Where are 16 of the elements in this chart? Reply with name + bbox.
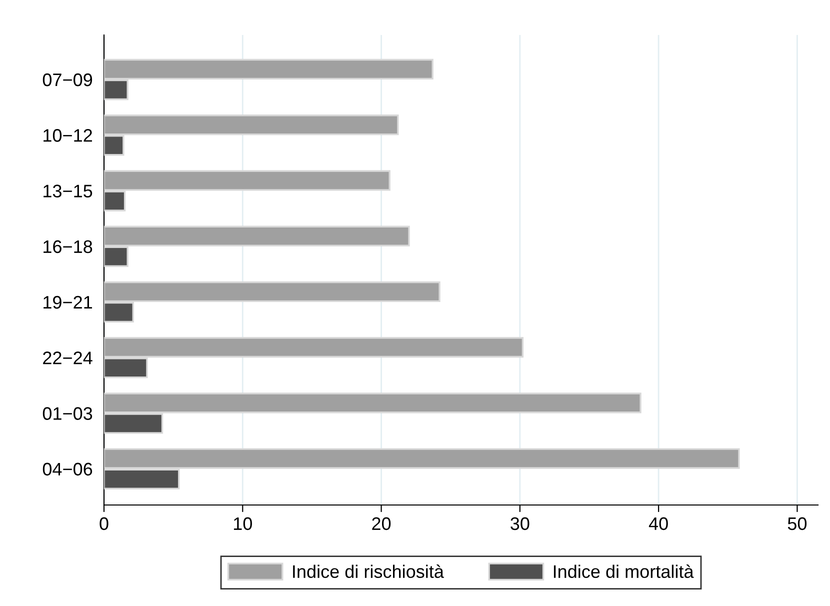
- y-tick-label: 04−06: [42, 462, 92, 476]
- y-tick-label: 01−03: [42, 407, 92, 420]
- y-tick-label: 07−09: [42, 73, 92, 86]
- x-tick-label: 50: [788, 517, 807, 530]
- x-tick-label: 30: [510, 517, 530, 530]
- y-tick-label: 19−21: [44, 296, 92, 309]
- y-tick-label: 16−18: [44, 240, 92, 254]
- y-tick-label: 10−12: [44, 129, 92, 142]
- y-tick-label: 22−24: [43, 352, 92, 364]
- legend-label: Indice di rischiosità: [293, 564, 444, 578]
- x-tick-label: 10: [234, 517, 252, 530]
- x-tick-label: 20: [372, 517, 391, 530]
- x-tick-label: 0: [100, 517, 108, 530]
- legend-label: Indice di mortalità: [554, 564, 694, 578]
- y-tick-label: 13−15: [44, 184, 92, 198]
- x-tick-label: 40: [648, 517, 668, 530]
